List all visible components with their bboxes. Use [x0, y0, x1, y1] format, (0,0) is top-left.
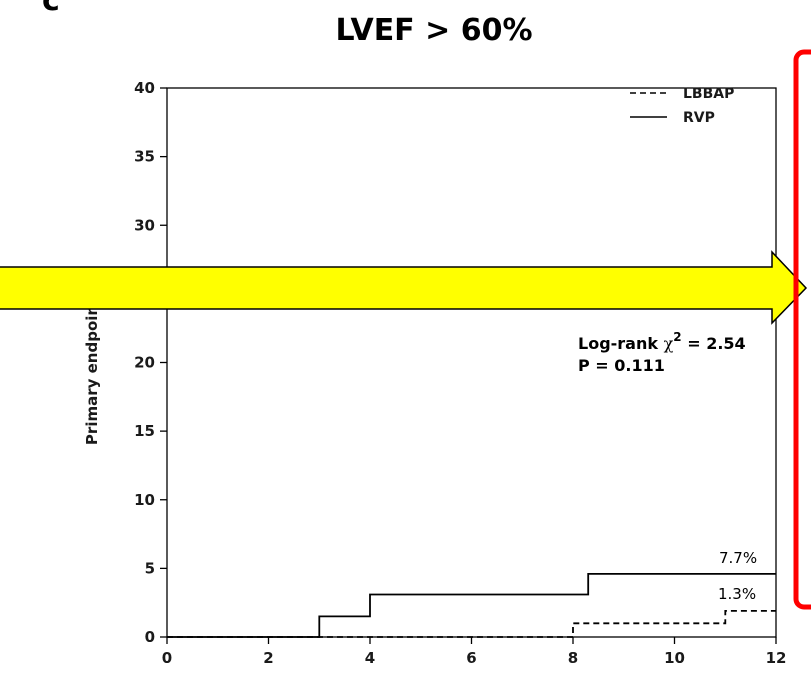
series-layer [167, 573, 776, 638]
y-tick-label: 20 [134, 354, 155, 372]
log-rank-stat: Log-rank χ2 = 2.54 [578, 330, 746, 353]
yellow-arrow [0, 250, 808, 325]
lbbap-end-label: 1.3% [718, 585, 756, 603]
y-tick-label: 5 [145, 559, 155, 577]
legend-label-lbbap: LBBAP [683, 86, 734, 102]
series-line-lbbap [167, 610, 776, 638]
x-tick-label: 10 [664, 649, 685, 667]
axes [166, 87, 777, 638]
y-tick-label: 35 [134, 148, 155, 166]
series-line-rvp [167, 573, 776, 638]
x-ticks: 0 2 4 6 8 10 12 [162, 637, 787, 667]
p-value: P = 0.111 [578, 356, 665, 375]
x-tick-label: 12 [766, 649, 787, 667]
y-tick-label: 15 [134, 422, 155, 440]
legend: LBBAP RVP [630, 86, 734, 126]
x-tick-label: 8 [568, 649, 578, 667]
red-highlight-box [793, 49, 811, 610]
rvp-end-label: 7.7% [719, 549, 757, 567]
legend-label-rvp: RVP [683, 110, 715, 126]
x-tick-label: 2 [263, 649, 273, 667]
y-tick-label: 30 [134, 216, 155, 234]
x-tick-label: 4 [365, 649, 375, 667]
plot-frame [166, 87, 777, 638]
y-tick-label: 40 [134, 79, 155, 97]
y-tick-label: 10 [134, 491, 155, 509]
y-axis-label: Primary endpoin [83, 305, 101, 445]
y-tick-label: 0 [145, 628, 155, 646]
y-ticks: 0 5 10 15 20 30 35 40 [134, 79, 167, 646]
panel-letter: c [42, 0, 60, 18]
x-tick-label: 0 [162, 649, 172, 667]
chart-title: LVEF > 60% [335, 13, 532, 48]
x-tick-label: 6 [466, 649, 476, 667]
